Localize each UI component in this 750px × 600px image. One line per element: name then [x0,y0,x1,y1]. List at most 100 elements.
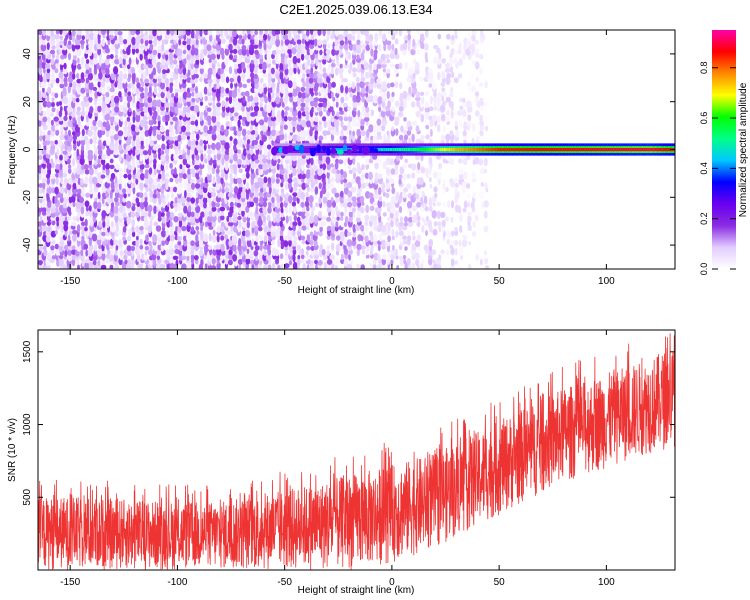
spectrogram-cell [38,35,43,41]
spectrogram-cell [271,196,275,204]
spectrogram-cell [42,100,48,108]
ridge-core [446,148,448,152]
ridge-core [591,148,594,152]
spectrogram-cell [87,130,93,137]
spectrogram-cell [340,128,344,137]
spectrogram-cell [123,125,129,132]
ridge-core [398,148,401,152]
spectrogram-cell [372,219,378,226]
spectrogram-cell [165,49,169,55]
ridge-core [595,148,598,152]
spectrogram-cell [182,158,187,166]
spectrogram-cell [100,264,107,269]
spectrogram-cell [479,67,484,75]
spectrogram-cell [50,38,56,46]
spectrogram-cell [101,30,106,36]
spectrogram-cell [416,221,421,228]
spectrogram-cell [208,40,213,45]
spectrogram-cell [305,216,309,223]
spectrogram-cell [243,140,247,146]
ridge-core [532,148,535,152]
spectrogram-cell [394,100,400,108]
spectrogram-cell [275,215,281,223]
spectrogram-cell [314,250,318,256]
spectrogram-cell [92,56,98,65]
spectrogram-cell [177,212,184,218]
ridge-core [576,148,578,152]
spectrogram-cell [276,211,281,218]
spectrogram-cell [203,47,208,56]
spectrogram-cell [144,171,150,179]
ridge-core [396,148,398,152]
spectrogram-cell [356,30,361,35]
spectrogram-cell [46,68,51,74]
spectrogram-cell [336,216,340,222]
spectrogram-cell [283,124,288,130]
spectrogram-cell [131,99,137,108]
spectrogram-cell [336,169,340,174]
spectrogram-cell [275,57,280,65]
spectrogram-cell [191,206,195,212]
spectrogram-cell [396,264,400,269]
spectrogram-cell [60,57,64,66]
ridge-core [468,148,470,152]
spectrogram-cell [250,171,256,180]
spectrogram-cell [84,258,90,264]
spectrogram-cell [368,181,374,189]
spectrogram-cell [272,262,276,269]
spectrogram-cell [283,115,288,122]
spectrogram-cell [453,50,458,55]
spectrogram-cell [113,95,120,104]
spectrogram-cell [309,86,314,95]
spectrogram-cell [228,239,233,247]
ridge-core [559,148,562,152]
spectrogram-cell [80,87,86,94]
spectrogram-cell [106,205,110,215]
spectrogram-cell [343,43,349,51]
spectrogram-cell [249,62,255,71]
spectrogram-cell [270,67,275,75]
spectrogram-cell [42,110,47,116]
spectrogram-cell [411,205,418,212]
spectrogram-cell [71,249,77,256]
spectrogram-cell [84,169,90,175]
spectrogram-cell [186,182,192,189]
spectrogram-cell [317,30,322,36]
ridge-core [443,148,446,152]
spectrogram-cell [173,102,178,107]
spectrogram-cell [67,164,72,170]
spectrogram-cell [356,162,361,170]
spectrogram-cell [399,92,403,98]
spectrogram-cell [457,205,462,214]
spectrogram-cell [306,120,311,128]
spectrogram-cell [67,253,72,262]
spectrogram-cell [414,252,420,260]
spectrogram-cell [38,57,43,66]
spectrogram-cell [242,83,248,89]
spectrogram-cell [106,85,111,93]
spectrogram-cell [173,216,179,223]
spectrogram-cell [322,196,328,204]
ridge-core [599,148,601,152]
spectrogram-cell [249,197,255,202]
spectrogram-cell [271,76,276,83]
spectrogram-cell [104,114,110,121]
spectrogram-cell [411,163,417,171]
spectrogram-cell [288,194,293,204]
spectrogram-cell [39,215,43,222]
ridge-core [434,148,437,152]
spectrogram-cell [250,214,255,222]
spectrogram-cell [250,248,254,257]
spectrogram-cell [280,87,284,94]
spectrogram-cell [454,190,460,199]
spectrogram-cell [293,96,298,103]
ridge-core [575,148,577,152]
spectrogram-cell [336,111,340,117]
spectrogram-cell [301,210,307,219]
spectrogram-cell [46,101,52,108]
ridge-core [614,148,617,152]
ridge-core [293,148,295,152]
ridge-core [642,148,644,152]
spectrogram-cell [411,230,416,237]
spectrogram-cell [208,82,212,88]
